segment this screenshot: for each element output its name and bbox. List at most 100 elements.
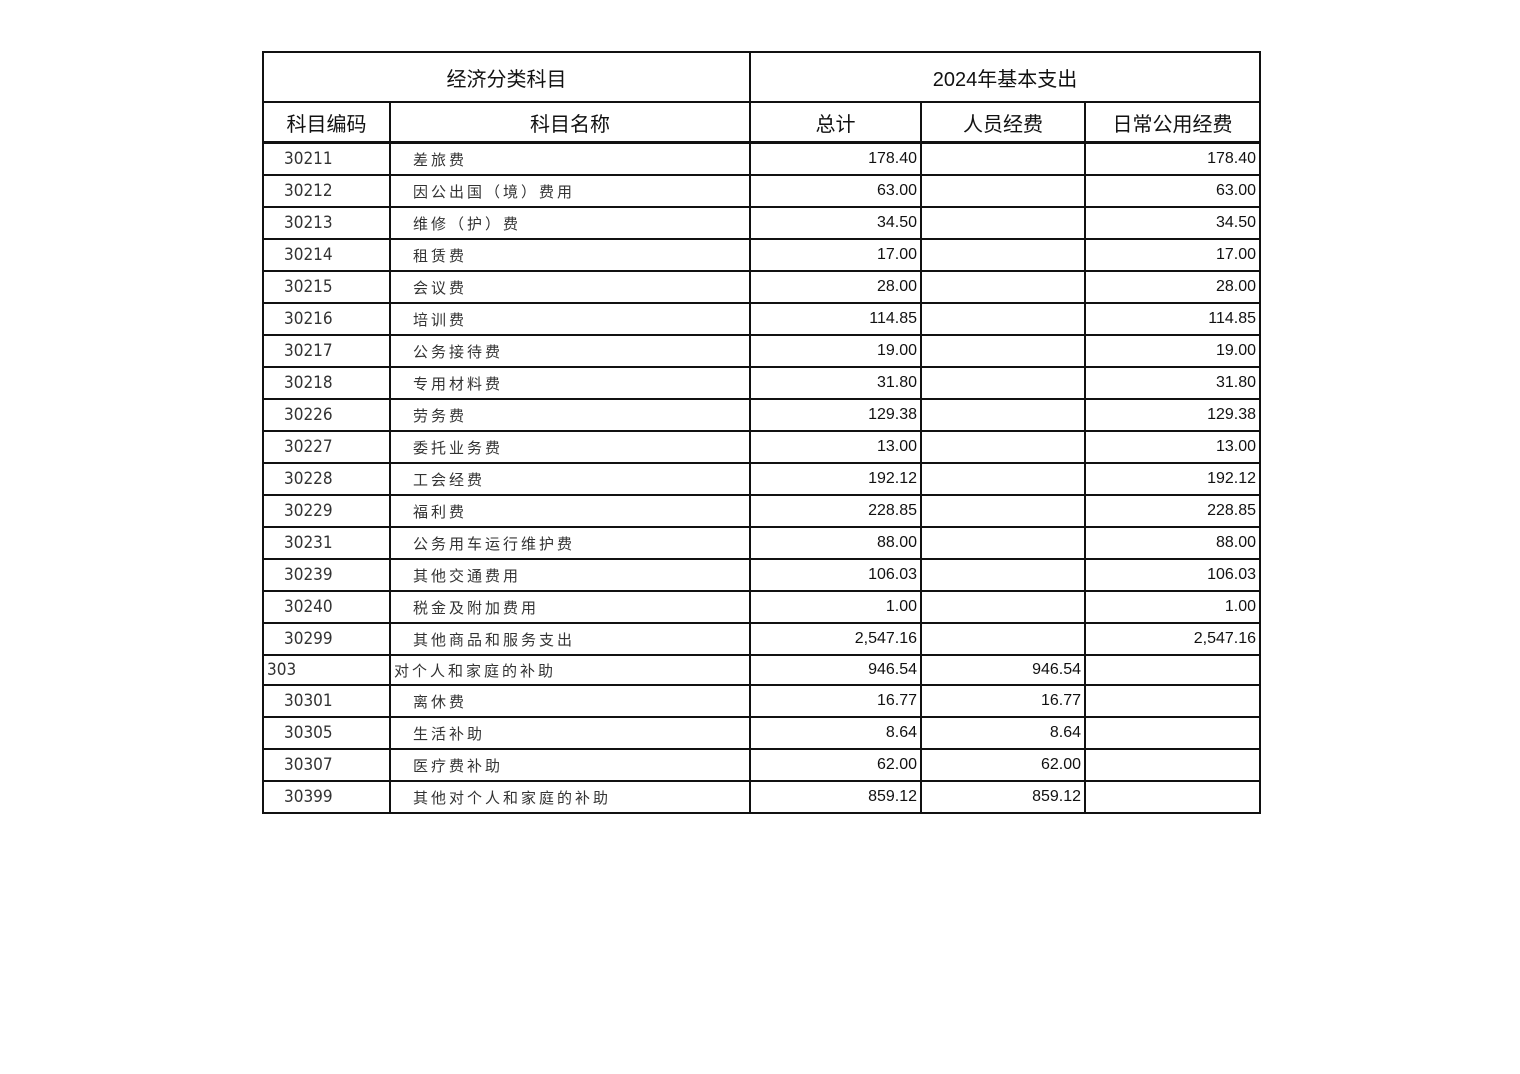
cell-personnel: 859.12 (920, 780, 1086, 814)
cell-total: 13.00 (749, 430, 922, 464)
cell-total: 946.54 (749, 654, 922, 686)
cell-name: 公务用车运行维护费 (389, 526, 751, 560)
cell-personnel (920, 238, 1086, 272)
cell-public (1083, 780, 1262, 814)
header-code: 科目编码 (262, 101, 391, 144)
cell-personnel (920, 590, 1086, 624)
cell-public: 19.00 (1083, 334, 1262, 368)
cell-total: 31.80 (749, 366, 922, 400)
cell-total: 228.85 (749, 494, 922, 528)
cell-name: 生活补助 (389, 716, 751, 750)
cell-total: 859.12 (749, 780, 922, 814)
header-economic-classification: 经济分类科目 (262, 51, 751, 103)
cell-total: 192.12 (749, 462, 922, 496)
cell-name: 工会经费 (389, 462, 751, 496)
cell-name: 其他交通费用 (389, 558, 751, 592)
cell-personnel (920, 430, 1086, 464)
cell-code: 30239 (262, 558, 391, 592)
cell-name: 公务接待费 (389, 334, 751, 368)
table-body: 30211 差旅费 178.40 178.40 30212 因公出国（境）费用 63.00 6… (262, 141, 1262, 814)
cell-personnel: 946.54 (920, 654, 1086, 686)
cell-personnel (920, 462, 1086, 496)
cell-public: 192.12 (1083, 462, 1262, 496)
cell-name: 对个人和家庭的补助 (389, 654, 751, 686)
header-public: 日常公用经费 (1083, 101, 1262, 144)
cell-public: 34.50 (1083, 206, 1262, 240)
cell-code: 30215 (262, 270, 391, 304)
cell-personnel: 16.77 (920, 684, 1086, 718)
table-row: 30216 培训费 114.85 114.85 (262, 302, 1262, 336)
cell-total: 34.50 (749, 206, 922, 240)
cell-code: 30299 (262, 622, 391, 656)
cell-total: 19.00 (749, 334, 922, 368)
cell-code: 30305 (262, 716, 391, 750)
cell-public (1083, 684, 1262, 718)
table-row: 30239 其他交通费用 106.03 106.03 (262, 558, 1262, 592)
cell-name: 租赁费 (389, 238, 751, 272)
cell-total: 1.00 (749, 590, 922, 624)
cell-public: 63.00 (1083, 174, 1262, 208)
cell-personnel (920, 622, 1086, 656)
cell-public (1083, 654, 1262, 686)
cell-personnel (920, 558, 1086, 592)
cell-total: 88.00 (749, 526, 922, 560)
cell-total: 2,547.16 (749, 622, 922, 656)
cell-personnel (920, 302, 1086, 336)
table-row: 30305 生活补助 8.64 8.64 (262, 716, 1262, 750)
cell-total: 16.77 (749, 684, 922, 718)
cell-public (1083, 748, 1262, 782)
cell-name: 培训费 (389, 302, 751, 336)
cell-public: 88.00 (1083, 526, 1262, 560)
cell-name: 医疗费补助 (389, 748, 751, 782)
cell-public: 129.38 (1083, 398, 1262, 432)
cell-public: 17.00 (1083, 238, 1262, 272)
cell-code: 30301 (262, 684, 391, 718)
cell-name: 福利费 (389, 494, 751, 528)
table-row: 30307 医疗费补助 62.00 62.00 (262, 748, 1262, 782)
header-basic-expenditure: 2024年基本支出 (748, 51, 1262, 103)
cell-name: 税金及附加费用 (389, 590, 751, 624)
cell-name: 专用材料费 (389, 366, 751, 400)
cell-personnel (920, 494, 1086, 528)
table-row: 30231 公务用车运行维护费 88.00 88.00 (262, 526, 1262, 560)
table-row: 30229 福利费 228.85 228.85 (262, 494, 1262, 528)
cell-code: 30216 (262, 302, 391, 336)
cell-name: 因公出国（境）费用 (389, 174, 751, 208)
cell-code: 30212 (262, 174, 391, 208)
cell-total: 106.03 (749, 558, 922, 592)
cell-code: 30229 (262, 494, 391, 528)
cell-public: 228.85 (1083, 494, 1262, 528)
table-row: 30214 租赁费 17.00 17.00 (262, 238, 1262, 272)
cell-code: 30231 (262, 526, 391, 560)
cell-code: 30240 (262, 590, 391, 624)
cell-public: 31.80 (1083, 366, 1262, 400)
cell-name: 维修（护）费 (389, 206, 751, 240)
table-row: 30227 委托业务费 13.00 13.00 (262, 430, 1262, 464)
table-row: 30299 其他商品和服务支出 2,547.16 2,547.16 (262, 622, 1262, 656)
cell-personnel (920, 206, 1086, 240)
cell-total: 129.38 (749, 398, 922, 432)
cell-name: 劳务费 (389, 398, 751, 432)
cell-total: 114.85 (749, 302, 922, 336)
header-row-columns: 科目编码 科目名称 总计 人员经费 日常公用经费 (262, 101, 1262, 144)
cell-personnel (920, 526, 1086, 560)
cell-personnel (920, 366, 1086, 400)
table-row: 30217 公务接待费 19.00 19.00 (262, 334, 1262, 368)
cell-personnel (920, 270, 1086, 304)
cell-total: 28.00 (749, 270, 922, 304)
cell-code: 30213 (262, 206, 391, 240)
cell-public: 28.00 (1083, 270, 1262, 304)
table-row: 30240 税金及附加费用 1.00 1.00 (262, 590, 1262, 624)
table-row: 303 对个人和家庭的补助 946.54 946.54 (262, 654, 1262, 686)
cell-code: 30226 (262, 398, 391, 432)
table-row: 30212 因公出国（境）费用 63.00 63.00 (262, 174, 1262, 208)
cell-name: 委托业务费 (389, 430, 751, 464)
expenditure-table: 经济分类科目 2024年基本支出 科目编码 科目名称 总计 人员经费 日常公用经… (262, 51, 1262, 814)
cell-name: 会议费 (389, 270, 751, 304)
cell-personnel (920, 398, 1086, 432)
table-row: 30228 工会经费 192.12 192.12 (262, 462, 1262, 496)
cell-total: 178.40 (749, 141, 922, 176)
cell-code: 30307 (262, 748, 391, 782)
cell-code: 30218 (262, 366, 391, 400)
header-name: 科目名称 (389, 101, 751, 144)
